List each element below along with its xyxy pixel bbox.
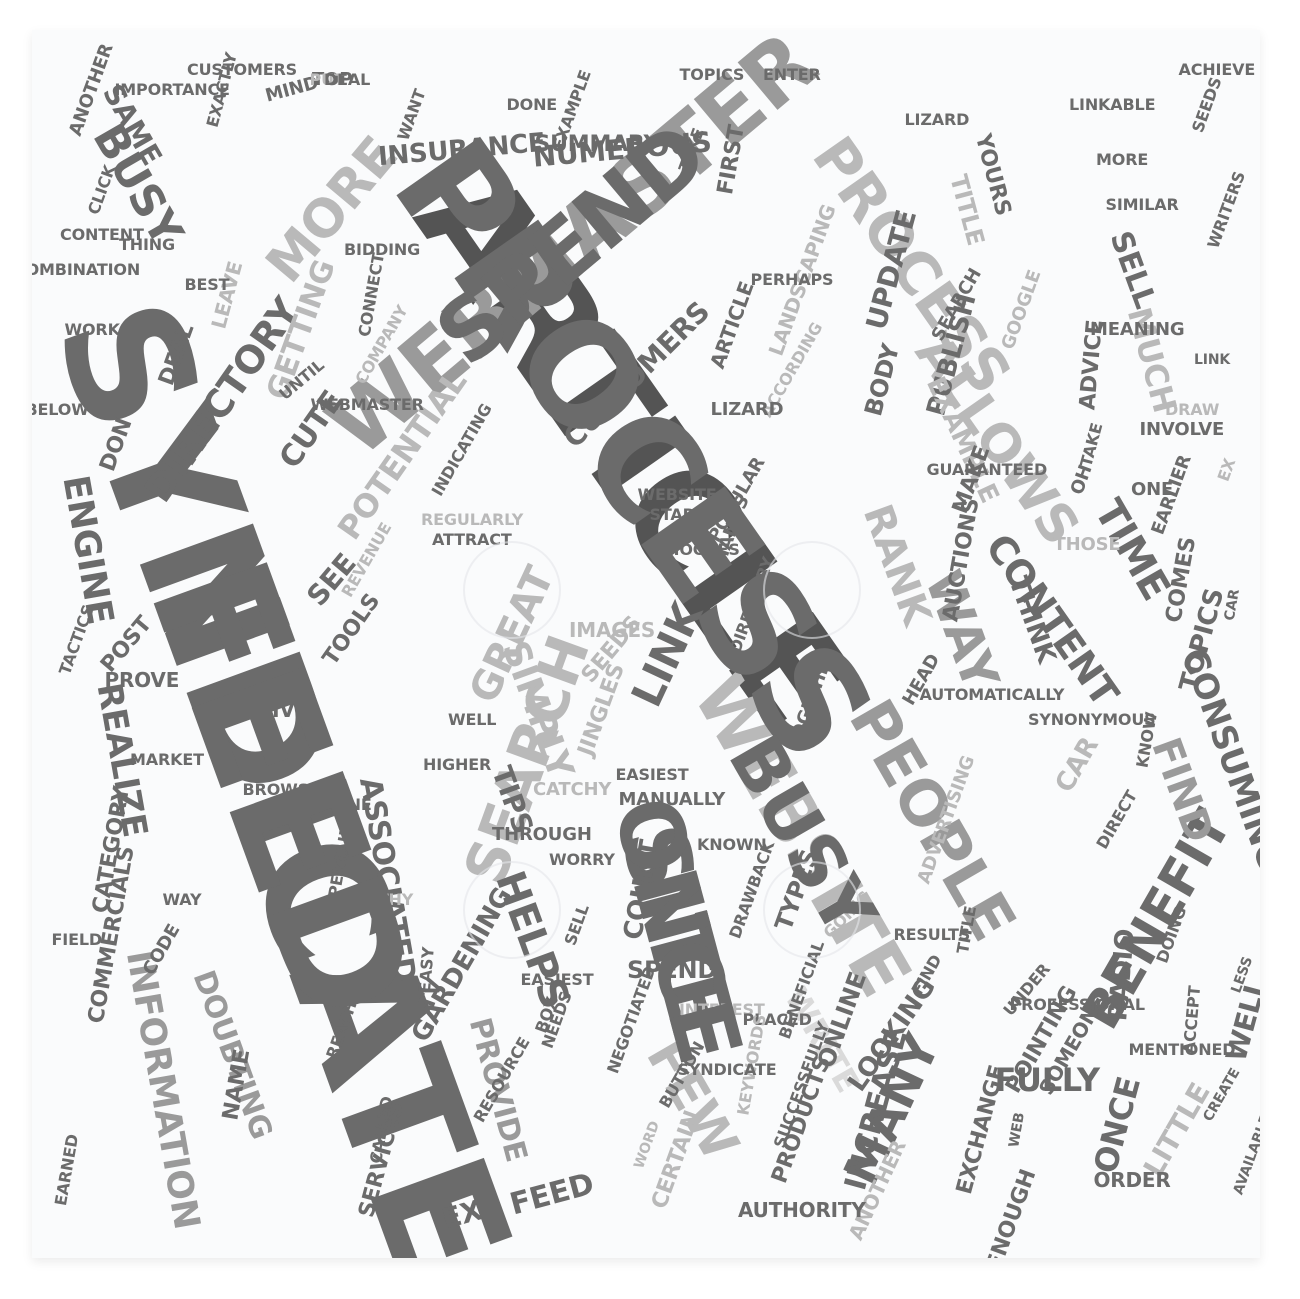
cloud-word: PERHAPS	[750, 270, 834, 289]
cloud-word: SELL	[560, 901, 593, 948]
cloud-word: WANT	[393, 86, 430, 143]
cloud-word: GOOGLE	[997, 267, 1046, 353]
cloud-word: PLACED	[742, 1010, 812, 1029]
cloud-word: BEST	[184, 275, 230, 294]
cloud-word: ENOUGH	[981, 1166, 1042, 1258]
cloud-word: LINKABLE	[1069, 95, 1156, 114]
cloud-word: BROWSING	[242, 780, 342, 799]
cloud-word: BIDDING	[344, 240, 421, 259]
cloud-word: WAY	[162, 890, 202, 909]
cloud-word: CHOOSES	[654, 540, 740, 559]
cloud-word: BODY	[859, 340, 906, 420]
cloud-word: LENGTHY	[331, 890, 414, 909]
cloud-word: GUARANTEED	[926, 460, 1048, 479]
cloud-word: AVAILABLE	[1230, 1113, 1260, 1197]
cloud-word: ONE	[1131, 479, 1174, 500]
cloud-word: MORE	[1096, 150, 1149, 169]
cloud-word: TAKE	[1076, 420, 1107, 469]
cloud-word: PROVE	[104, 668, 180, 692]
cloud-word: INTEREST	[679, 1000, 765, 1019]
cloud-word: ALONE	[312, 795, 372, 814]
cloud-word: KNOWN	[697, 835, 767, 854]
cloud-word: RECEIVE	[215, 698, 309, 722]
cloud-word: CATCHY	[533, 779, 612, 800]
cloud-word: THROUGH	[492, 824, 592, 845]
cloud-word: REGULARLY	[421, 510, 524, 529]
cloud-word: LIZARD	[904, 110, 970, 129]
cloud-word: EASIEST	[520, 970, 594, 989]
cloud-word: FEED	[111, 536, 453, 1043]
cloud-word: SUMMARY	[534, 132, 660, 157]
cloud-word: AUTOMATICALLY	[919, 685, 1065, 704]
cloud-word: WORD	[631, 1119, 664, 1171]
cloud-word: ARTICLE	[705, 278, 759, 372]
cloud-word: ENTER	[763, 65, 821, 84]
cloud-word: CONTENT	[60, 225, 144, 244]
cloud-word: RESULTS	[893, 925, 971, 944]
cloud-word: TOPICS	[679, 65, 745, 84]
cloud-word: DIRECT	[1092, 787, 1141, 853]
cloud-word: FULLY	[994, 1061, 1101, 1099]
cloud-word: IMPORTANCE	[114, 80, 230, 99]
cloud-word: SIMILAR	[1105, 195, 1179, 214]
cloud-word: SEEDS	[1187, 74, 1226, 136]
cloud-word: EARNED	[51, 1132, 83, 1208]
cloud-word: WELL	[448, 710, 497, 729]
cloud-word: CUSTOMERS	[187, 60, 298, 79]
cloud-word: WEBSITE	[637, 485, 717, 504]
cloud-word: WEB	[1006, 1111, 1029, 1149]
cloud-word: WORRY	[549, 850, 615, 869]
cloud-word: EASIEST	[615, 765, 689, 784]
cloud-word: WRITERS	[1203, 168, 1249, 251]
cloud-word: DONE	[506, 95, 558, 114]
cloud-word: ORDER	[1093, 1168, 1171, 1192]
cloud-word: ATTRACT	[432, 530, 512, 549]
cloud-word: THING	[119, 235, 175, 254]
cloud-word: TACTICS	[55, 602, 99, 678]
cloud-word: SPEND	[627, 956, 718, 984]
cloud-word: EX	[1213, 455, 1240, 484]
cloud-word: TOP	[312, 69, 353, 90]
cloud-word: PROFESSIONAL	[1009, 995, 1146, 1014]
cloud-word: LIZARD	[710, 399, 784, 420]
cloud-word: RANK	[853, 498, 940, 632]
cloud-word: CAR	[1049, 732, 1105, 798]
cloud-word: MANUALLY	[618, 789, 726, 810]
cloud-word: SYNDICATE	[677, 1060, 777, 1079]
cloud-word: PUT	[309, 70, 345, 89]
cloud-word: BELOW	[32, 400, 89, 419]
cloud-word: DEAL	[324, 70, 371, 89]
cloud-word: AUTHORITY	[738, 1198, 866, 1222]
cloud-word: ACHIEVE	[1178, 60, 1256, 79]
cloud-word: INVOLVE	[1139, 419, 1225, 440]
cloud-word: HIGHER	[423, 755, 492, 774]
cloud-word: MEANING	[1090, 319, 1185, 340]
cloud-word: START	[649, 505, 705, 524]
cloud-word: MENTIONED	[1128, 1040, 1236, 1059]
word-cloud-canvas: ARTICLE SYNDICATE WEBMASTER SITE WEBSITE SEAR…	[32, 30, 1260, 1258]
cloud-word: WORK	[64, 320, 121, 339]
cloud-word: LEAVE	[206, 258, 248, 332]
cloud-word: SYNONYMOUS	[1028, 710, 1156, 729]
cloud-word: IMAGES	[569, 618, 656, 642]
cloud-word: SELL	[1102, 226, 1163, 313]
cloud-word: LITTLE	[1136, 1077, 1217, 1183]
cloud-word: COMBINATION	[32, 260, 141, 279]
word-cloud: ARTICLE SYNDICATE WEBMASTER SITE WEBSITE SEAR…	[32, 30, 1260, 1258]
cloud-word: FIELD	[51, 930, 103, 949]
cloud-word: MARKET	[130, 750, 204, 769]
cloud-word: LINK	[1194, 352, 1231, 368]
cloud-word: DRAW	[1165, 400, 1220, 419]
cloud-word: WEBMASTER	[310, 395, 424, 414]
cloud-word: CAR	[1221, 588, 1243, 622]
cloud-word: THOSE	[1053, 534, 1121, 555]
